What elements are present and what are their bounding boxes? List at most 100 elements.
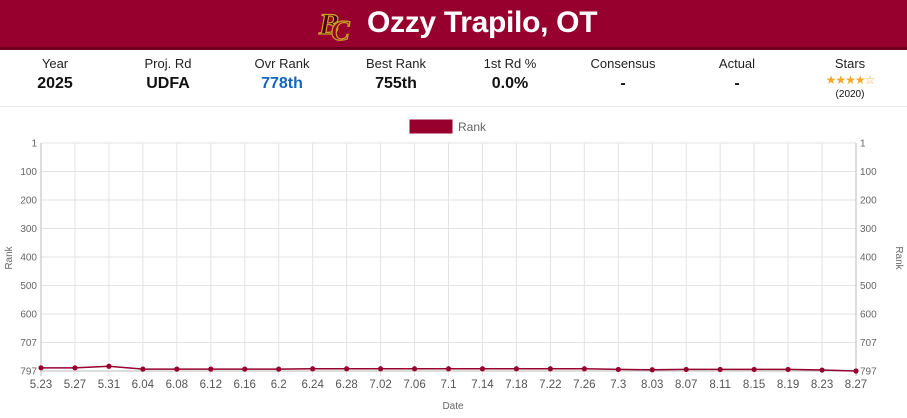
legend-label: Rank xyxy=(458,120,487,134)
y-tick-label: 500 xyxy=(20,281,37,292)
data-point[interactable] xyxy=(72,365,78,371)
stat-label: Year xyxy=(41,56,69,71)
y-axis-right: 1 100 200 300 400 500 600 707 797 xyxy=(860,139,877,378)
data-point[interactable] xyxy=(174,366,180,372)
x-tick-label: 6.12 xyxy=(200,379,222,391)
data-point[interactable] xyxy=(615,366,621,373)
stat-best-rank: Best Rank 755th xyxy=(326,53,466,93)
stat-label: Best Rank xyxy=(366,56,426,71)
data-point[interactable] xyxy=(377,366,384,372)
stars-year: (2020) xyxy=(835,89,865,100)
x-tick-label: 7.3 xyxy=(610,379,626,391)
data-point[interactable] xyxy=(479,366,486,372)
y-tick-label: 100 xyxy=(860,167,877,178)
data-point[interactable] xyxy=(683,366,689,373)
data-point[interactable] xyxy=(445,366,452,372)
y-tick-label: 600 xyxy=(860,310,877,321)
y-tick-label: 300 xyxy=(20,224,37,235)
bc-monogram-logo-icon: B C xyxy=(317,7,350,44)
y-tick-label: 707 xyxy=(860,338,877,349)
stat-label: Stars xyxy=(834,56,866,71)
y-tick-label: 100 xyxy=(20,167,37,178)
data-point[interactable] xyxy=(106,363,112,369)
y-axis-left: 1 100 200 300 400 500 600 707 797 xyxy=(20,139,37,378)
x-tick-label: 5.27 xyxy=(64,379,86,391)
stat-year: Year 2025 xyxy=(0,53,125,93)
header-banner: B C Ozzy Trapilo, OT xyxy=(0,0,907,50)
y-tick-label: 400 xyxy=(20,253,37,264)
y-axis-title-left: Rank xyxy=(4,245,15,269)
stat-label: Consensus xyxy=(590,56,656,71)
data-point[interactable] xyxy=(581,366,587,372)
data-point[interactable] xyxy=(717,366,723,373)
x-tick-label: 5.23 xyxy=(30,379,52,391)
data-point[interactable] xyxy=(344,366,350,372)
data-point[interactable] xyxy=(208,366,214,372)
x-tick-label: 7.06 xyxy=(403,379,425,391)
y-tick-label: 300 xyxy=(860,224,877,235)
x-tick-label: 8.23 xyxy=(811,379,833,391)
x-tick-label: 7.1 xyxy=(441,379,457,391)
stat-value: - xyxy=(734,75,740,92)
legend-swatch xyxy=(409,119,453,134)
data-point[interactable] xyxy=(819,367,825,373)
data-point[interactable] xyxy=(547,366,553,372)
x-tick-label: 8.27 xyxy=(845,379,867,391)
stats-bar: Year 2025 Proj. Rd UDFA Ovr Rank 778th B… xyxy=(0,53,907,105)
x-tick-label: 6.08 xyxy=(166,379,188,391)
y-tick-label: 797 xyxy=(860,367,877,378)
y-tick-label: 200 xyxy=(860,196,877,207)
x-tick-label: 6.24 xyxy=(301,379,324,391)
data-point[interactable] xyxy=(140,366,146,372)
stat-stars: Stars ★★★★☆ (2020) xyxy=(780,53,907,100)
x-tick-label: 7.26 xyxy=(573,379,595,391)
chart-grid xyxy=(40,142,857,376)
stat-value: - xyxy=(620,75,626,92)
y-tick-label: 200 xyxy=(20,196,37,207)
player-name: Ozzy Trapilo, OT xyxy=(367,6,598,39)
y-tick-label: 1 xyxy=(31,139,37,150)
stat-actual: Actual - xyxy=(667,53,807,93)
data-point[interactable] xyxy=(242,366,248,372)
data-point[interactable] xyxy=(751,366,757,373)
y-axis-title-right: Rank xyxy=(893,246,904,270)
svg-text:C: C xyxy=(331,16,350,44)
y-tick-label: 707 xyxy=(20,338,37,349)
stat-label: Actual xyxy=(718,56,756,71)
stat-value: 0.0% xyxy=(491,75,529,92)
y-tick-label: 400 xyxy=(860,253,877,264)
data-point[interactable] xyxy=(853,368,859,374)
x-tick-label: 8.15 xyxy=(743,379,765,391)
data-point[interactable] xyxy=(785,366,791,373)
data-point[interactable] xyxy=(38,365,44,371)
stat-value: 2025 xyxy=(37,75,73,92)
x-axis: 5.23 5.27 5.31 6.04 6.08 6.12 6.16 6.2 6.24 6.28 7… xyxy=(30,379,867,391)
data-point[interactable] xyxy=(513,366,520,372)
stat-consensus: Consensus - xyxy=(553,53,693,93)
x-tick-label: 8.03 xyxy=(641,379,663,391)
x-tick-label: 7.02 xyxy=(369,379,391,391)
y-tick-label: 797 xyxy=(20,367,37,378)
series-points xyxy=(38,363,859,374)
x-tick-label: 7.14 xyxy=(471,379,494,391)
x-tick-label: 6.28 xyxy=(335,379,357,391)
stat-value-link[interactable]: 778th xyxy=(261,75,303,92)
stat-ovr-rank: Ovr Rank 778th xyxy=(212,53,352,93)
y-tick-label: 1 xyxy=(860,139,866,150)
stat-value: 755th xyxy=(375,75,417,92)
y-tick-label: 500 xyxy=(860,281,877,292)
x-tick-label: 8.07 xyxy=(675,379,697,391)
stat-label: Proj. Rd xyxy=(144,56,192,71)
data-point[interactable] xyxy=(411,366,418,372)
x-axis-title: Date xyxy=(442,401,464,412)
data-point[interactable] xyxy=(649,367,655,373)
data-point[interactable] xyxy=(310,366,316,372)
data-point[interactable] xyxy=(276,366,282,372)
stat-label: Ovr Rank xyxy=(254,56,310,71)
chart-legend[interactable]: Rank xyxy=(409,119,487,134)
x-tick-label: 5.31 xyxy=(98,379,120,391)
x-tick-label: 6.04 xyxy=(132,379,155,391)
x-tick-label: 7.18 xyxy=(505,379,527,391)
x-tick-label: 8.19 xyxy=(777,379,799,391)
star-rating-icon: ★★★★☆ xyxy=(825,73,876,87)
